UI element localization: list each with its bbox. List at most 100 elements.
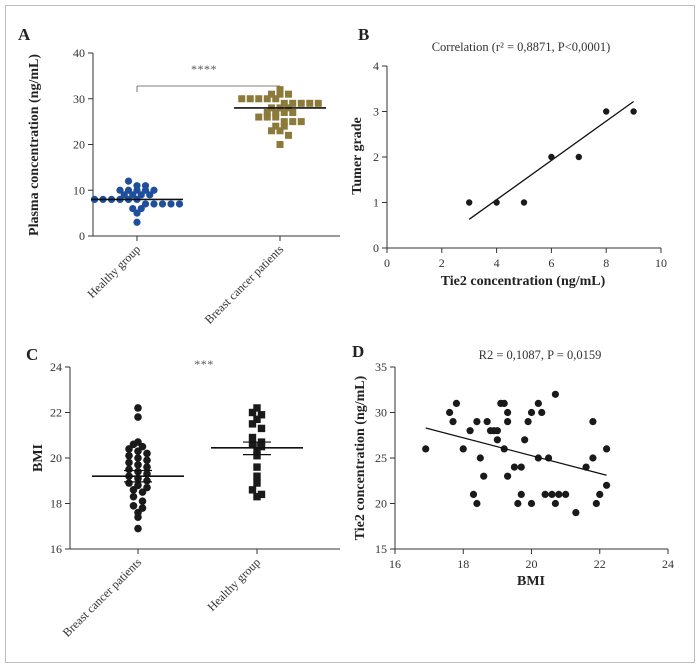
chart-a-y-tick-label: 20 [73, 138, 85, 152]
panel-letter-d: D [352, 342, 364, 361]
chart-c-significance: *** [194, 357, 214, 371]
chart-a-point [263, 113, 271, 121]
chart-a-point [276, 127, 284, 135]
chart-d-point [449, 418, 457, 426]
chart-c-point [257, 442, 266, 451]
chart-d-point [538, 408, 546, 417]
chart-a-point [129, 191, 137, 199]
chart-c-point [138, 497, 147, 506]
chart-a-point [137, 204, 145, 213]
chart-d-point [422, 445, 430, 453]
chart-c-point [248, 440, 257, 449]
chart-d-y-tick-label: 25 [375, 451, 387, 465]
chart-d-ylabel: Tie2 concentration (ng/mL) [353, 375, 368, 540]
chart-c-x-tick-label: Healthy group [204, 555, 263, 614]
chart-b-x-tick-label: 6 [548, 256, 554, 270]
chart-b-point [630, 108, 637, 115]
chart-a-point [285, 131, 292, 139]
chart-d-y-tick-label: 15 [375, 542, 387, 556]
chart-c-y-tick-label: 20 [50, 451, 62, 465]
chart-c-point [129, 486, 138, 494]
chart-a-point [137, 191, 145, 199]
chart-a-point [272, 122, 280, 130]
chart-b-title: Correlation (r² = 0,8871, P<0,0001) [432, 40, 611, 54]
chart-c-point [248, 420, 257, 428]
chart-d-point [446, 408, 454, 417]
chart-c-point [129, 501, 138, 510]
chart-d-point [504, 408, 512, 417]
chart-d-point [469, 490, 478, 498]
chart-d-point [510, 463, 519, 471]
chart-d-point [527, 408, 536, 417]
chart-a-point [280, 108, 288, 116]
chart-a-point [289, 99, 297, 107]
chart-a-point [124, 186, 133, 194]
chart-b-point [575, 153, 582, 161]
chart-c-point [253, 415, 261, 424]
chart-d-point [504, 418, 512, 426]
chart-d-point [480, 472, 488, 480]
chart-a-point [255, 95, 263, 103]
chart-c-point [134, 461, 142, 469]
chart-a-point [276, 90, 284, 98]
chart-a-point [306, 99, 314, 107]
chart-c-point [125, 451, 133, 460]
chart-c-point [134, 454, 142, 462]
chart-c-point [257, 490, 266, 499]
chart-c-point [134, 413, 142, 421]
chart-c-point [253, 452, 261, 460]
chart-c-point [253, 492, 261, 501]
chart-a-point [263, 95, 271, 103]
chart-d-x-tick-label: 22 [594, 557, 606, 571]
chart-c-point [253, 472, 261, 480]
chart-a-point [276, 141, 284, 148]
chart-d-point [517, 490, 525, 498]
chart-c-point [253, 479, 261, 487]
panel-letter-b: B [358, 25, 369, 44]
figure-frame [5, 5, 695, 663]
chart-d-y-tick-label: 30 [375, 406, 387, 420]
chart-b-ylabel: Tumer grade [350, 117, 365, 194]
chart-d-point [500, 399, 508, 407]
chart-a-point [150, 200, 158, 208]
chart-d-point [524, 418, 532, 426]
chart-a-point [120, 191, 128, 199]
chart-a-significance: **** [191, 62, 217, 76]
chart-a-point [272, 108, 280, 116]
chart-c-point [134, 447, 142, 455]
chart-d-point [602, 445, 611, 453]
chart-d-point [541, 490, 549, 498]
chart-c-point [129, 492, 138, 501]
chart-c-point [134, 513, 142, 521]
chart-c-point [143, 463, 151, 471]
chart-a-ylabel: Plasma concentration (ng/mL) [27, 54, 42, 236]
chart-d-point [459, 445, 467, 453]
chart-c-point [125, 458, 133, 467]
chart-c-ylabel: BMI [31, 444, 46, 472]
chart-a-point [175, 200, 184, 208]
chart-d-point [602, 481, 611, 489]
chart-b-xlabel: Tie2 concentration (ng/mL) [441, 274, 606, 289]
chart-d-point [514, 499, 522, 508]
chart-a-point [246, 95, 254, 103]
chart-a-point [141, 200, 150, 208]
chart-a-point [255, 113, 263, 121]
chart-c-plot: 16 18 20 22 24 Breast cancer patients Healthy … [50, 360, 340, 640]
chart-c-y-tick-label: 18 [50, 497, 62, 511]
chart-d-point [466, 427, 474, 435]
chart-c-point [125, 465, 133, 474]
chart-d-point [483, 418, 491, 426]
chart-c-point [143, 456, 151, 465]
chart-a-point [297, 118, 305, 126]
chart-d-point [592, 499, 600, 508]
chart-b-point [520, 199, 528, 206]
chart-d-point [476, 454, 484, 462]
chart-d-point [589, 418, 597, 426]
chart-a-point [150, 186, 158, 194]
chart-d-point [548, 490, 556, 498]
chart-b-y-tick-label: 4 [373, 59, 379, 73]
chart-c-point [257, 424, 266, 433]
chart-d-point [517, 463, 525, 471]
chart-b-plot: 0 1 2 3 4 0 2 4 6 8 10 [373, 59, 667, 270]
chart-d-point [452, 399, 461, 407]
